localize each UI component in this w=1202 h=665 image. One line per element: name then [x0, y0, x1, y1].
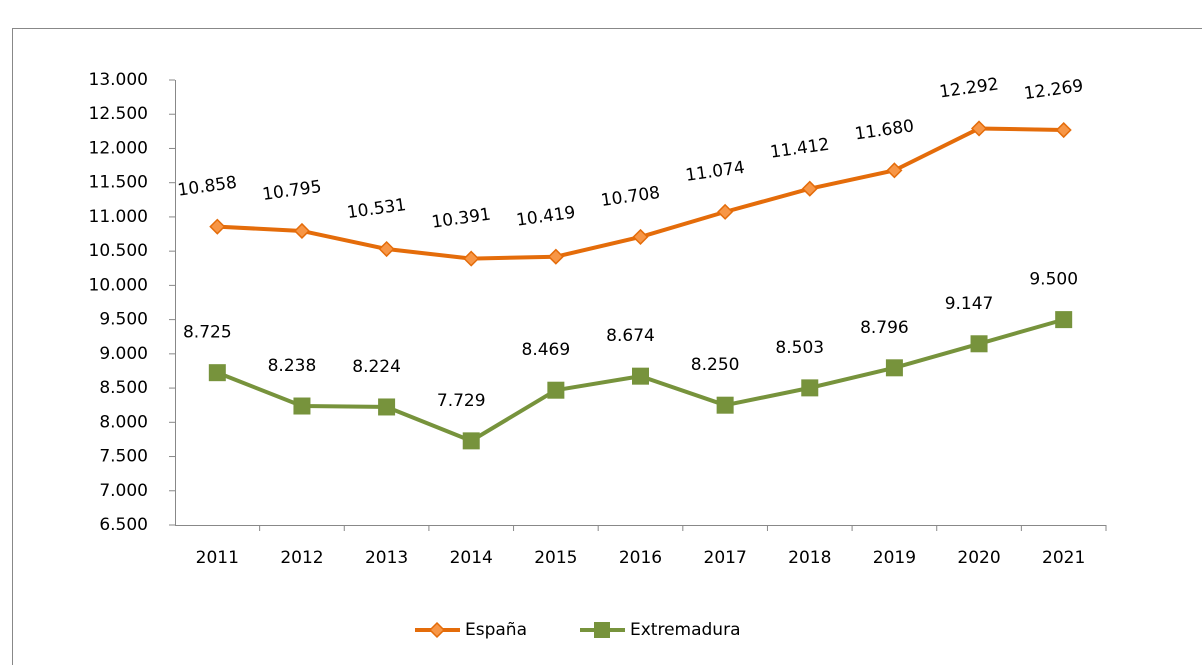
- data-label: 8.224: [352, 357, 401, 377]
- x-tick-label: 2013: [365, 548, 408, 568]
- x-tick-label: 2017: [704, 548, 747, 568]
- data-point: [463, 250, 480, 267]
- data-point: [547, 381, 565, 399]
- data-point: [717, 203, 734, 220]
- data-point: [801, 379, 819, 397]
- data-point: [547, 248, 564, 265]
- data-point: [378, 398, 396, 416]
- y-tick-label: 7.000: [99, 481, 148, 501]
- data-point: [970, 335, 988, 353]
- legend-label: Extremadura: [630, 620, 741, 640]
- data-point: [378, 240, 395, 258]
- data-point: [208, 364, 226, 382]
- x-tick-label: 2015: [534, 548, 577, 568]
- data-point: [1055, 121, 1072, 139]
- data-point: [970, 120, 988, 137]
- y-tick-label: 12.500: [89, 104, 148, 124]
- data-label: 8.674: [606, 326, 655, 346]
- y-tick-label: 12.000: [89, 138, 148, 158]
- x-tick-label: 2011: [196, 548, 239, 568]
- data-point: [632, 367, 649, 385]
- data-label: 8.238: [268, 356, 317, 376]
- y-tick-label: 8.000: [99, 412, 148, 432]
- data-label: 7.729: [437, 391, 486, 411]
- data-point: [1055, 311, 1073, 329]
- y-tick-label: 10.500: [89, 241, 148, 261]
- x-tick-label: 2018: [788, 548, 831, 568]
- data-point: [886, 162, 903, 179]
- x-tick-label: 2016: [619, 548, 662, 568]
- data-point: [801, 180, 818, 197]
- x-tick-label: 2020: [957, 548, 1000, 568]
- data-label: 8.469: [522, 340, 571, 360]
- y-tick-label: 7.500: [99, 447, 148, 467]
- data-point: [293, 222, 311, 240]
- y-tick-label: 9.000: [99, 344, 148, 364]
- data-label: 9.147: [945, 294, 994, 314]
- data-point: [462, 432, 480, 450]
- data-point: [293, 397, 311, 415]
- y-tick-label: 8.500: [99, 378, 148, 398]
- data-point: [209, 218, 226, 235]
- y-tick-label: 13.000: [89, 70, 148, 90]
- x-tick-label: 2019: [873, 548, 916, 568]
- data-label: 8.725: [183, 323, 232, 343]
- y-tick-label: 11.500: [89, 173, 148, 193]
- x-tick-label: 2014: [450, 548, 493, 568]
- legend-marker: [594, 622, 610, 638]
- data-point: [632, 228, 649, 245]
- chart-frame: [12, 28, 1202, 665]
- data-point: [885, 359, 903, 377]
- y-tick-label: 11.000: [89, 207, 148, 227]
- y-tick-label: 6.500: [99, 515, 148, 535]
- y-tick-label: 9.500: [99, 310, 148, 330]
- data-label: 9.500: [1029, 270, 1078, 290]
- y-tick-label: 10.000: [89, 275, 148, 295]
- data-point: [716, 396, 734, 414]
- x-tick-label: 2021: [1042, 548, 1085, 568]
- data-label: 8.250: [691, 355, 740, 375]
- legend-label: España: [465, 620, 527, 640]
- x-tick-label: 2012: [280, 548, 323, 568]
- data-label: 8.796: [860, 318, 909, 338]
- data-label: 8.503: [775, 338, 824, 358]
- legend-marker: [428, 621, 446, 639]
